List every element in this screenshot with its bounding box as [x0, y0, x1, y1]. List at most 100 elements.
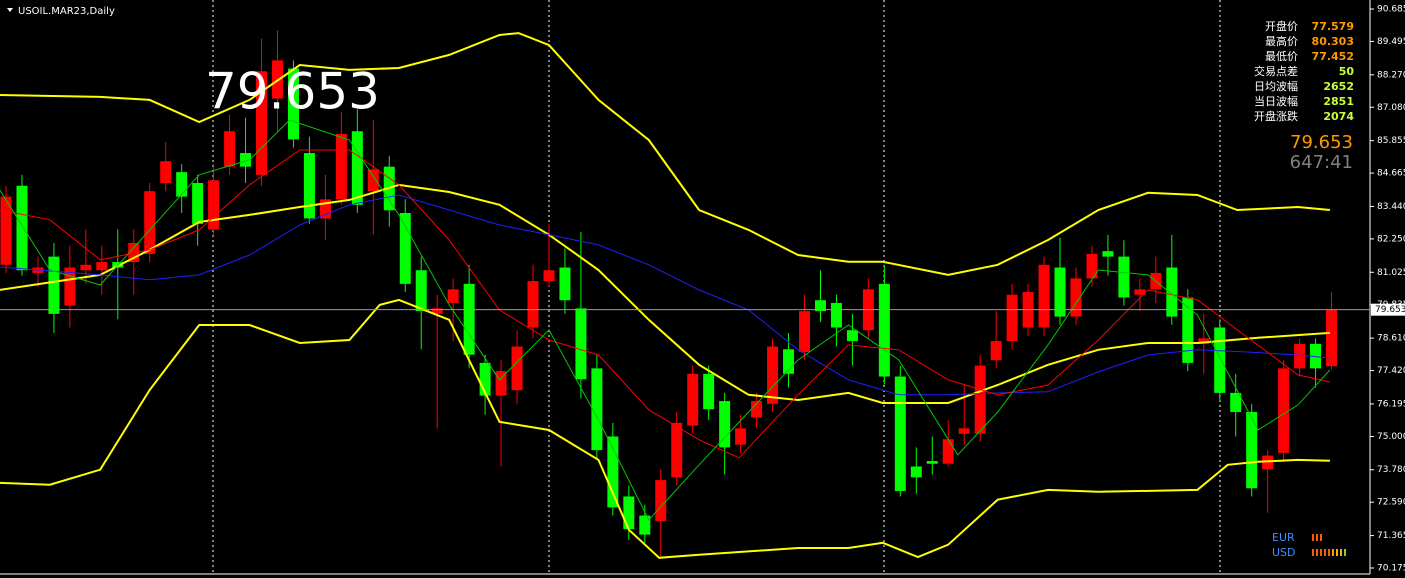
indicator-line: [0, 32, 1330, 276]
info-panel: 开盘价 77.579 最高价 80.303 最低价 77.452 交易点差 50 日均波幅 265…: [1254, 19, 1354, 123]
indicator-line: [0, 194, 1330, 396]
candle-body: [399, 213, 411, 284]
candle-body: [1198, 338, 1210, 344]
candle-body: [447, 289, 459, 303]
candle-body: [96, 262, 108, 271]
candle-body: [463, 283, 475, 355]
y-tick-label: 84.665: [1377, 169, 1405, 179]
candle-body: [687, 373, 699, 426]
bar-segment: [1344, 549, 1346, 556]
candle-body: [1118, 256, 1130, 298]
candle-body: [767, 346, 779, 404]
y-tick-label: 70.175: [1377, 564, 1405, 574]
candle-body: [1230, 392, 1242, 412]
bar-segment: [1316, 534, 1318, 541]
info-label: 交易点差: [1254, 64, 1298, 78]
candle-body: [591, 368, 603, 451]
y-tick-label: 85.855: [1377, 136, 1405, 146]
info-label: 开盘价: [1265, 19, 1298, 33]
candle-body: [415, 270, 427, 312]
candle-body: [719, 401, 731, 448]
candle-body: [894, 376, 906, 492]
candle-body: [623, 496, 635, 530]
candle-body: [1070, 278, 1082, 317]
candle-body: [351, 131, 363, 205]
candle-body: [1246, 411, 1258, 489]
strength-bars: [1312, 534, 1346, 556]
y-tick-label: 78.610: [1377, 334, 1405, 344]
candle-body: [671, 422, 683, 478]
candle-body: [543, 270, 555, 282]
candle-body: [735, 428, 747, 445]
candle-body: [128, 242, 140, 263]
candle-body: [1006, 294, 1018, 342]
bar-segment: [1332, 549, 1334, 556]
bar-timer: 647:41: [1290, 152, 1353, 173]
candle-body: [942, 439, 954, 464]
candle-body: [1182, 297, 1194, 363]
candle-body: [1326, 309, 1338, 367]
bar-segment: [1312, 549, 1314, 556]
candle-body: [990, 341, 1002, 361]
info-value: 2074: [1323, 110, 1354, 123]
info-value: 50: [1339, 65, 1355, 78]
y-tick-label: 77.420: [1377, 366, 1405, 376]
y-tick-label: 72.590: [1377, 498, 1405, 508]
price-label-box: [1371, 303, 1405, 316]
candle-body: [639, 515, 651, 535]
indicator-line: [0, 119, 1331, 521]
y-tick-label: 87.080: [1377, 103, 1405, 113]
candle-body: [16, 185, 28, 271]
bar-segment: [1328, 549, 1330, 556]
y-tick-label: 75.000: [1377, 432, 1405, 442]
candle-body: [1038, 264, 1050, 328]
candle-body: [559, 267, 571, 301]
candle-body: [1278, 368, 1290, 453]
candle-body: [335, 133, 347, 200]
candle-body: [287, 68, 299, 140]
info-label: 最高价: [1265, 34, 1298, 48]
y-tick-label: 81.025: [1377, 268, 1405, 278]
candle-body: [208, 180, 220, 230]
info-label: 日均波幅: [1254, 80, 1298, 93]
candle-body: [224, 131, 236, 167]
candle-body: [511, 346, 523, 391]
candle-body: [0, 196, 12, 265]
candle-body: [144, 191, 156, 254]
menu-arrow[interactable]: [7, 8, 13, 12]
candle-body: [1054, 267, 1066, 317]
candle-body: [846, 330, 858, 342]
info-value: 2652: [1323, 80, 1354, 93]
info-value: 80.303: [1312, 35, 1354, 48]
symbol-title: USOIL.MAR23,Daily: [18, 6, 115, 17]
y-tick-label: 83.440: [1377, 202, 1405, 212]
y-tick-label: 76.195: [1377, 399, 1405, 409]
price-label: 79.653: [1375, 305, 1405, 315]
candle-body: [240, 153, 252, 167]
indicator-line: [0, 298, 1330, 559]
y-tick-label: 71.365: [1377, 531, 1405, 541]
candle-body: [783, 349, 795, 374]
candle-body: [1310, 343, 1322, 369]
bar-segment: [1324, 549, 1326, 556]
candle-body: [703, 373, 715, 410]
candle-body: [1262, 455, 1274, 470]
candle-body: [479, 362, 491, 396]
candle-body: [303, 153, 315, 219]
y-tick-label: 89.495: [1377, 37, 1405, 47]
candle-body: [926, 461, 938, 464]
candle-body: [527, 281, 539, 328]
candle-body: [367, 169, 379, 192]
info-value: 2851: [1323, 95, 1354, 108]
candle-body: [192, 183, 204, 224]
candle-body: [1134, 289, 1146, 295]
candle-body: [1086, 253, 1098, 279]
y-tick-label: 82.250: [1377, 234, 1405, 244]
candle-body: [1294, 343, 1306, 369]
candle-body: [974, 365, 986, 434]
info-value: 77.452: [1312, 50, 1354, 63]
candle-body: [495, 371, 507, 396]
big-price: 79.653: [205, 63, 380, 121]
currency-label: USD: [1272, 546, 1296, 559]
